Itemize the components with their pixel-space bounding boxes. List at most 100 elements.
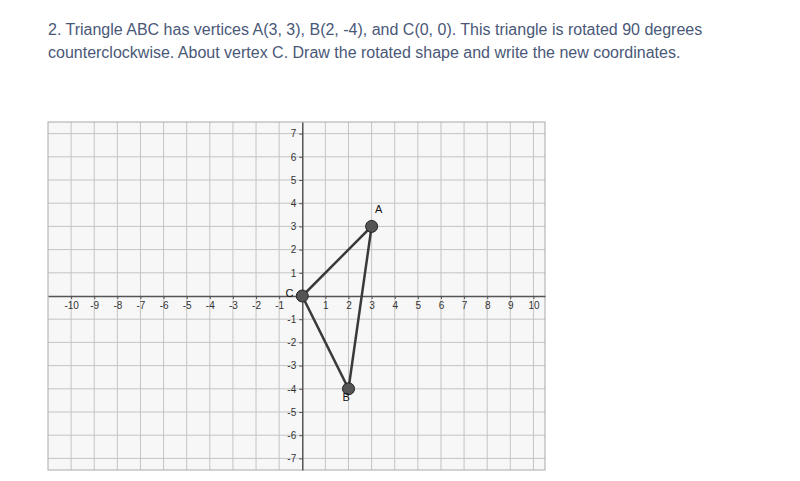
title-line: 2. Triangle ABC has vertices A(3, 3), B(… [48, 21, 702, 38]
x-tick: -10 [64, 296, 79, 311]
vertex [366, 220, 378, 232]
x-tick-mark [279, 296, 280, 299]
x-tick-label: 9 [508, 300, 514, 311]
x-tick: 7 [462, 296, 468, 311]
y-tick: -7 [287, 453, 302, 464]
x-tick-label: 1 [323, 300, 329, 311]
x-tick-label: 2 [346, 300, 352, 311]
x-tick: -9 [90, 296, 99, 311]
triangle-outline [302, 226, 371, 388]
y-tick-mark [299, 458, 302, 459]
x-tick-mark [372, 296, 373, 299]
x-tick: 8 [485, 296, 491, 311]
x-tick-label: 10 [528, 300, 540, 311]
x-tick: -8 [113, 296, 122, 311]
grid-line-y [48, 388, 545, 389]
x-tick-mark [325, 296, 326, 299]
x-tick: -5 [183, 296, 192, 311]
x-tick-label: -8 [113, 300, 122, 311]
y-tick: 2 [291, 244, 303, 255]
x-tick-label: -7 [137, 300, 146, 311]
grid-line-y [48, 203, 545, 204]
grid-line-y [48, 272, 545, 273]
y-tick-label: 5 [291, 175, 297, 186]
x-tick-mark [349, 296, 350, 299]
vertex-label: A [375, 203, 383, 215]
x-tick: -6 [160, 296, 169, 311]
x-tick-label: -3 [229, 300, 238, 311]
x-tick-mark [71, 296, 72, 299]
title: 2. Triangle ABC has vertices A(3, 3), B(… [48, 21, 702, 61]
x-tick: -2 [252, 296, 261, 311]
x-tick-mark [256, 296, 257, 299]
y-tick-label: -2 [287, 337, 296, 348]
grid-line-y [48, 458, 545, 459]
x-tick-mark [187, 296, 188, 299]
y-tick: -3 [287, 360, 302, 371]
x-tick: -7 [137, 296, 146, 311]
y-tick-mark [299, 389, 302, 390]
grid-line-y [48, 249, 545, 250]
x-tick-label: 6 [439, 300, 445, 311]
vertex [296, 290, 308, 302]
x-tick-label: 4 [392, 300, 398, 311]
x-tick: 2 [346, 296, 352, 311]
x-tick-mark [418, 296, 419, 299]
y-tick-mark [299, 226, 302, 227]
y-tick: 4 [291, 198, 303, 209]
grid-line-y [48, 342, 545, 343]
x-tick-label: 7 [462, 300, 468, 311]
y-tick-label: 7 [291, 128, 297, 139]
x-tick-mark [395, 296, 396, 299]
plot-frame [48, 122, 545, 470]
canvas: 2. Triangle ABC has vertices A(3, 3), B(… [0, 0, 800, 481]
y-tick-mark [299, 157, 302, 158]
x-tick-mark [164, 296, 165, 299]
marks [296, 220, 377, 394]
x-tick-mark [210, 296, 211, 299]
x-tick-mark [117, 296, 118, 299]
y-tick: -1 [287, 314, 302, 325]
y-tick-mark [299, 250, 302, 251]
x-tick: -1 [275, 296, 284, 311]
y-tick-mark [299, 273, 302, 274]
title-line: counterclockwise. About vertex C. Draw t… [48, 44, 680, 61]
x-tick-label: -5 [183, 300, 192, 311]
vertex-label: B [343, 391, 350, 403]
x-tick: 1 [323, 296, 329, 311]
x-tick-mark [510, 296, 511, 299]
grid-line-y [48, 180, 545, 181]
y-tick-mark [299, 366, 302, 367]
grid-line-y [48, 412, 545, 413]
x-tick: 5 [416, 296, 422, 311]
y-tick-mark [299, 180, 302, 181]
x-tick-label: -2 [252, 300, 261, 311]
x-tick-label: -6 [160, 300, 169, 311]
y-tick-label: -1 [287, 314, 296, 325]
x-tick-label: -4 [206, 300, 215, 311]
grid-line-y [48, 156, 545, 157]
x-tick-label: 8 [485, 300, 491, 311]
y-tick: 5 [291, 175, 303, 186]
x-tick: 4 [392, 296, 398, 311]
y-tick: -4 [287, 384, 302, 395]
y-tick: 1 [291, 268, 303, 279]
grid-line-y [48, 435, 545, 436]
y-tick-label: 6 [291, 152, 297, 163]
y-tick-mark [299, 342, 302, 343]
x-tick-label: 5 [416, 300, 422, 311]
x-tick: -4 [206, 296, 215, 311]
x-tick-mark [487, 296, 488, 299]
plot-background [48, 122, 545, 470]
y-tick-label: 4 [291, 198, 297, 209]
x-tick-mark [233, 296, 234, 299]
x-tick-label: -10 [64, 300, 79, 311]
x-tick: 9 [508, 296, 514, 311]
grid [48, 122, 545, 470]
y-tick: 6 [291, 152, 303, 163]
y-tick-label: 1 [291, 268, 297, 279]
x-tick-mark [140, 296, 141, 299]
grid-line-y [48, 365, 545, 366]
grid-line-y [48, 319, 545, 320]
y-tick-mark [299, 319, 302, 320]
